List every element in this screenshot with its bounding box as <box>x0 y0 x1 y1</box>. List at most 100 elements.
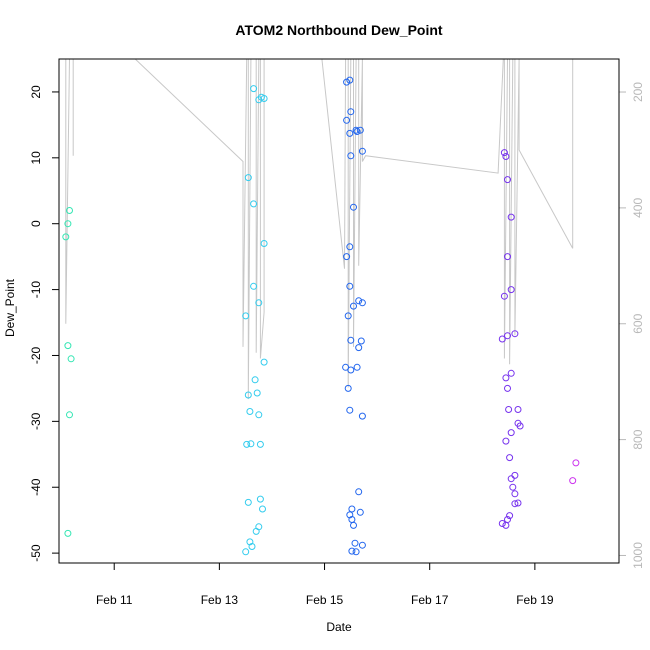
y2-tick-label: 400 <box>631 198 645 218</box>
x-tick-label: Feb 19 <box>516 593 554 607</box>
data-point <box>348 547 356 555</box>
data-point <box>502 153 510 160</box>
data-point <box>502 374 510 382</box>
y2-tick-label: 200 <box>631 82 645 102</box>
data-point <box>498 335 506 343</box>
x-axis-label: Date <box>326 620 352 634</box>
y2-tick-label: 600 <box>631 313 645 333</box>
data-point <box>243 440 251 448</box>
data-point <box>355 344 363 352</box>
data-point <box>514 499 522 507</box>
data-point <box>358 412 366 420</box>
data-point <box>511 500 519 508</box>
data-point <box>572 459 580 467</box>
data-point <box>350 203 357 211</box>
data-point <box>259 505 266 513</box>
data-point <box>343 253 351 261</box>
data-point <box>353 128 361 135</box>
y-axis: 20 10 0 -10 -20 -30 -40 -50 <box>29 85 60 562</box>
y-tick-label: 0 <box>29 220 43 227</box>
data-point <box>351 539 359 547</box>
data-point <box>260 95 268 102</box>
data-point <box>350 302 357 310</box>
data-point <box>348 505 356 513</box>
data-point <box>260 240 268 247</box>
y2-tick-label: 800 <box>631 429 645 449</box>
data-point <box>506 454 514 462</box>
data-point <box>507 369 515 377</box>
data-point <box>344 312 352 320</box>
data-point <box>255 299 263 307</box>
data-point <box>248 543 256 550</box>
data-point <box>244 174 252 182</box>
data-point <box>347 366 355 374</box>
data-point <box>504 332 511 340</box>
y2-axis: 200 400 600 800 1000 <box>618 82 645 569</box>
data-point <box>244 391 252 399</box>
data-point <box>507 429 515 437</box>
data-point <box>67 355 75 363</box>
y2-tick-label: 1000 <box>631 542 645 569</box>
data-point <box>505 406 513 413</box>
data-point <box>504 253 511 261</box>
data-point <box>346 243 354 251</box>
data-point <box>346 282 354 290</box>
y-tick-label: -50 <box>29 544 43 562</box>
data-point <box>251 376 259 384</box>
data-point <box>66 207 73 214</box>
chart-title: ATOM2 Northbound Dew_Point <box>235 22 442 38</box>
data-point <box>255 411 263 419</box>
y-tick-label: -40 <box>29 478 43 496</box>
data-point <box>500 292 508 300</box>
data-point <box>356 126 364 134</box>
data-point <box>507 213 515 221</box>
data-point <box>347 336 355 344</box>
data-point <box>498 520 506 527</box>
data-point <box>355 297 363 305</box>
plot-frame <box>58 58 620 564</box>
data-point <box>506 512 514 520</box>
data-point <box>353 363 361 371</box>
data-point <box>504 176 511 184</box>
x-tick-label: Feb 17 <box>411 593 449 607</box>
x-tick-label: Feb 13 <box>201 593 239 607</box>
data-point <box>356 508 364 516</box>
data-point <box>352 126 360 134</box>
data-point <box>502 521 510 529</box>
data-point <box>64 529 72 537</box>
data-point <box>344 384 352 392</box>
data-point <box>246 408 254 415</box>
data-point <box>500 149 508 157</box>
points-layer <box>62 76 580 556</box>
data-point <box>62 233 70 241</box>
data-point <box>507 475 515 483</box>
data-point <box>346 76 354 84</box>
data-point <box>343 116 351 124</box>
data-point <box>516 422 524 430</box>
pressure-line <box>63 59 577 400</box>
data-point <box>350 521 357 529</box>
data-point <box>253 389 261 397</box>
x-tick-label: Feb 15 <box>306 593 344 607</box>
data-point <box>247 440 255 448</box>
data-point <box>358 299 366 307</box>
data-point <box>507 286 515 294</box>
data-point <box>252 527 260 535</box>
x-tick-label: Feb 11 <box>96 593 133 607</box>
data-point <box>358 541 366 549</box>
data-point <box>511 330 519 338</box>
y-tick-label: 20 <box>29 85 43 99</box>
data-point <box>347 108 355 116</box>
data-point <box>260 358 268 366</box>
y-tick-label: 10 <box>29 151 43 165</box>
data-point <box>242 312 250 320</box>
data-point <box>514 406 522 413</box>
data-point <box>502 437 510 445</box>
data-point <box>64 220 72 228</box>
data-point <box>242 548 250 556</box>
data-point <box>346 129 354 137</box>
data-point <box>355 488 363 496</box>
data-point <box>511 471 519 479</box>
data-point <box>504 384 511 392</box>
